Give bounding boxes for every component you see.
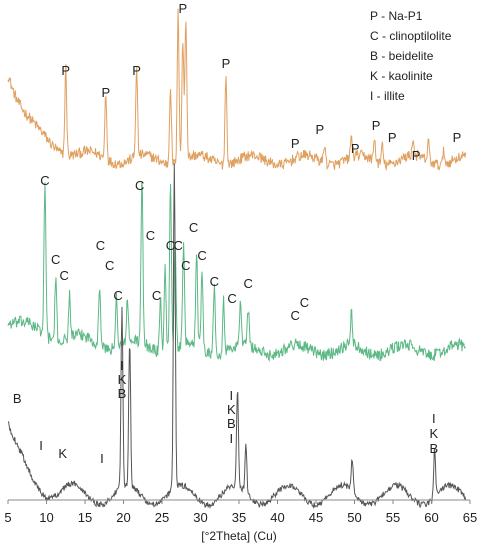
peak-label: P: [291, 136, 300, 151]
peak-label: P: [178, 1, 187, 16]
x-tick-label: 20: [116, 510, 130, 525]
diffraction-series-3: [7, 162, 467, 510]
legend-entry: B - beidelite: [370, 49, 434, 63]
series-layer: [7, 8, 467, 510]
peak-label: C: [40, 173, 49, 188]
peak-label: P: [101, 85, 110, 100]
x-tick-label: 25: [155, 510, 169, 525]
x-tick-label: 55: [386, 510, 400, 525]
x-tick-label: 5: [4, 510, 11, 525]
peak-label: I: [432, 411, 436, 426]
peak-label: P: [388, 130, 397, 145]
peak-label: C: [197, 248, 206, 263]
peak-label: K: [118, 372, 127, 387]
peak-label: P: [453, 130, 462, 145]
legend-entry: I - illite: [370, 89, 405, 103]
legend: P - Na-P1 C - clinoptilolite B - beidelite…: [370, 9, 452, 103]
x-tick-label: 60: [424, 510, 438, 525]
peak-label: C: [210, 274, 219, 289]
peak-label: P: [351, 141, 360, 156]
peak-label: C: [300, 295, 309, 310]
peak-label: C: [173, 238, 182, 253]
peak-label: B: [13, 391, 22, 406]
peak-label: P: [61, 63, 70, 78]
peak-label: K: [227, 402, 236, 417]
peak-label: C: [244, 276, 253, 291]
peak-label: C: [135, 178, 144, 193]
peak-label: C: [96, 238, 105, 253]
peak-label: C: [146, 228, 155, 243]
peak-label: I: [229, 431, 233, 446]
peak-label: C: [60, 268, 69, 283]
x-tick-label: 45: [309, 510, 323, 525]
diffraction-series-1: [7, 8, 467, 172]
peak-label: C: [227, 291, 236, 306]
x-tick-label: 35: [232, 510, 246, 525]
peak-label: C: [152, 288, 161, 303]
peak-label: C: [51, 252, 60, 267]
peak-label: C: [189, 220, 198, 235]
peak-label: K: [429, 426, 438, 441]
peak-label: P: [372, 118, 381, 133]
x-tick-label: 65: [463, 510, 477, 525]
x-tick-label: 30: [193, 510, 207, 525]
peak-label: I: [229, 388, 233, 403]
peak-label: B: [227, 416, 236, 431]
x-tick-label: 40: [270, 510, 284, 525]
peak-label: I: [39, 438, 43, 453]
peak-label: B: [429, 441, 438, 456]
legend-entry: K - kaolinite: [370, 69, 433, 83]
peak-label: P: [222, 56, 231, 71]
peak-label: C: [181, 258, 190, 273]
peak-label: P: [412, 148, 421, 163]
peak-label: K: [58, 446, 67, 461]
peak-label: C: [291, 308, 300, 323]
diffraction-series-2: [7, 182, 467, 363]
peak-label: I: [120, 358, 124, 373]
legend-entry: C - clinoptilolite: [370, 29, 452, 43]
peak-label: C: [105, 258, 114, 273]
x-tick-layer: 5 10 15 20 25 30 35 40 45 50 55 60 65: [4, 500, 477, 525]
peak-label: C: [166, 238, 175, 253]
peak-label: C: [113, 288, 122, 303]
legend-entry: P - Na-P1: [370, 9, 423, 23]
x-tick-label: 50: [347, 510, 361, 525]
x-tick-label: 15: [78, 510, 92, 525]
x-tick-label: 10: [39, 510, 53, 525]
peak-label: P: [132, 63, 141, 78]
peak-label: P: [316, 122, 325, 137]
peak-label: I: [100, 451, 104, 466]
peak-label: B: [118, 386, 127, 401]
x-axis-title: [°2Theta] (Cu): [201, 529, 277, 543]
